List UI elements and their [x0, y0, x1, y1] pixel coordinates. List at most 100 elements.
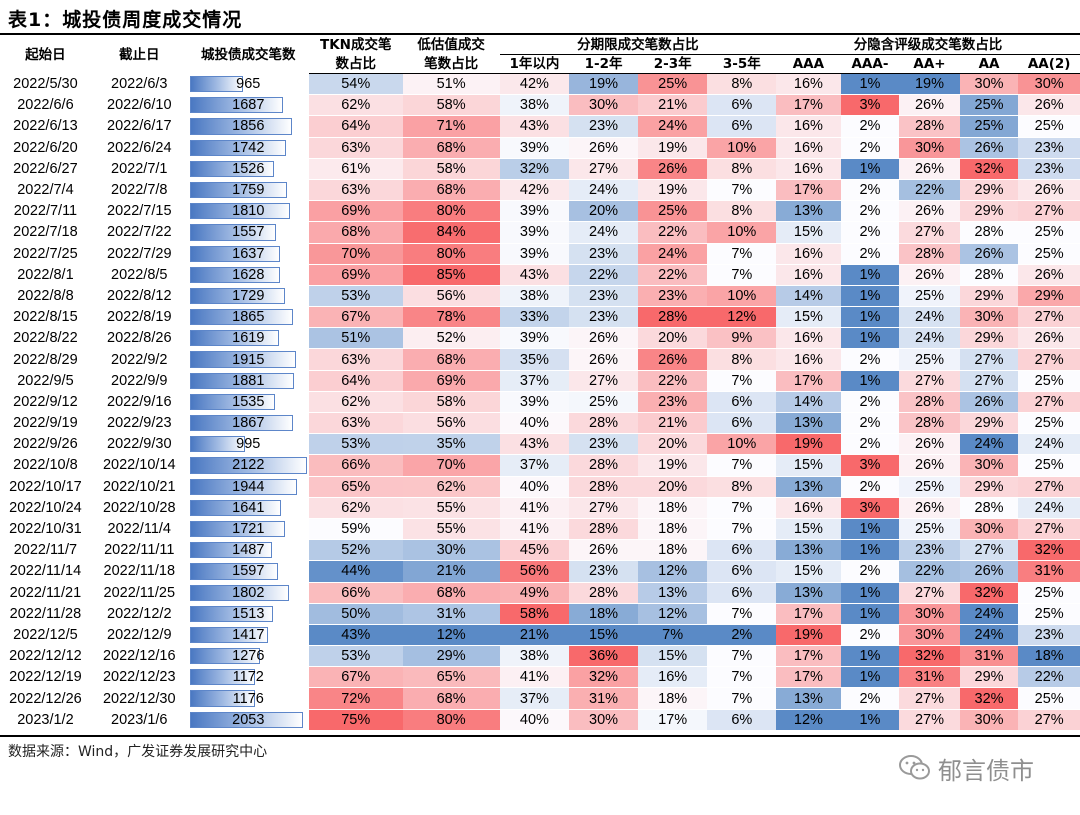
- trade-count-cell: 1944: [187, 476, 309, 498]
- trade-count-cell: 2122: [187, 454, 309, 477]
- rating-aaa-minus-cell: 2%: [840, 137, 900, 159]
- term-1-2y-cell: 28%: [569, 454, 638, 477]
- rating-aaa-minus-cell: 3%: [840, 94, 900, 117]
- term-1-2y-cell: 36%: [569, 645, 638, 668]
- term-3-5y-cell: 7%: [707, 666, 777, 689]
- start-date-cell: 2022/9/12: [0, 391, 91, 414]
- table-row: 2022/12/12 2022/12/16 1276 53% 29% 38% 36% 15% 7…: [0, 645, 1080, 668]
- lowval-share-cell: 85%: [402, 264, 500, 286]
- rating-aaa-cell: 15%: [776, 306, 841, 329]
- rating-aa-plus-cell: 30%: [899, 137, 960, 159]
- term-1y-cell: 43%: [499, 264, 570, 286]
- term-3-5y-cell: 6%: [707, 709, 777, 731]
- wechat-icon: [898, 754, 932, 782]
- lowval-share-cell: 80%: [402, 200, 500, 223]
- start-date-cell: 2022/7/11: [0, 200, 91, 223]
- term-1-2y-cell: 30%: [569, 709, 638, 731]
- lowval-share-cell: 35%: [402, 433, 500, 456]
- table-row: 2022/9/19 2022/9/23 1867 63% 56% 40% 28% 21% 6% 1…: [0, 412, 1080, 435]
- term-1y-cell: 45%: [499, 539, 570, 562]
- term-2-3y-cell: 16%: [637, 666, 708, 689]
- rating-aaa-minus-cell: 3%: [840, 454, 900, 477]
- end-date-cell: 2022/10/21: [90, 476, 188, 498]
- rating-aaa-minus-cell: 2%: [840, 243, 900, 265]
- rating-aa-plus-cell: 26%: [899, 433, 960, 456]
- trade-count-value: 1802: [232, 584, 265, 601]
- rating-aa-cell: 29%: [959, 666, 1019, 689]
- tkn-share-cell: 63%: [308, 412, 403, 435]
- rating-aa2-cell: 25%: [1018, 221, 1080, 244]
- trade-count-value: 1597: [232, 563, 265, 580]
- lowval-share-cell: 56%: [402, 412, 500, 435]
- term-1y-cell: 41%: [499, 518, 570, 541]
- term-1y-cell: 58%: [499, 603, 570, 625]
- table-row: 2022/7/4 2022/7/8 1759 63% 68% 42% 24% 19% 7% 17%…: [0, 179, 1080, 202]
- rating-aaa-minus-cell: 1%: [840, 370, 900, 392]
- term-1-2y-cell: 27%: [569, 370, 638, 392]
- trade-count-cell: 1802: [187, 582, 309, 604]
- start-date-cell: 2022/9/19: [0, 412, 91, 435]
- term-2-3y-cell: 19%: [637, 137, 708, 159]
- end-date-cell: 2022/12/23: [90, 666, 188, 689]
- rating-aa-cell: 27%: [959, 348, 1019, 371]
- tkn-share-cell: 44%: [308, 560, 403, 583]
- term-1y-cell: 40%: [499, 709, 570, 731]
- trade-count-cell: 1513: [187, 603, 309, 625]
- tkn-share-cell: 64%: [308, 370, 403, 392]
- rating-aa-cell: 29%: [959, 200, 1019, 223]
- trade-count-cell: 1810: [187, 200, 309, 223]
- lowval-share-cell: 71%: [402, 115, 500, 138]
- term-1-2y-cell: 27%: [569, 497, 638, 519]
- tkn-share-cell: 53%: [308, 285, 403, 308]
- tkn-share-cell: 59%: [308, 518, 403, 541]
- term-2-3y-cell: 23%: [637, 285, 708, 308]
- trade-count-bar: [189, 266, 280, 283]
- tkn-share-cell: 69%: [308, 264, 403, 286]
- trade-count-bar: [189, 542, 273, 559]
- end-date-cell: 2022/12/2: [90, 603, 188, 625]
- table-row: 2022/7/11 2022/7/15 1810 69% 80% 39% 20% 25% 8% 1…: [0, 200, 1080, 223]
- tkn-share-cell: 67%: [308, 666, 403, 689]
- rating-aa-plus-cell: 26%: [899, 200, 960, 223]
- rating-aa-plus-cell: 26%: [899, 158, 960, 180]
- table-row: 2022/11/28 2022/12/2 1513 50% 31% 58% 18% 12% 7%…: [0, 603, 1080, 625]
- header-term-1y: 1年以内: [499, 54, 570, 74]
- rating-aa-plus-cell: 30%: [899, 603, 960, 625]
- trade-count-cell: 1742: [187, 137, 309, 159]
- tkn-share-cell: 67%: [308, 306, 403, 329]
- trade-count-cell: 1915: [187, 348, 309, 371]
- rating-aa2-cell: 25%: [1018, 582, 1080, 604]
- trade-count-cell: 995: [187, 433, 309, 456]
- term-2-3y-cell: 21%: [637, 94, 708, 117]
- term-1y-cell: 35%: [499, 348, 570, 371]
- term-1y-cell: 56%: [499, 560, 570, 583]
- term-1-2y-cell: 24%: [569, 179, 638, 202]
- rating-aaa-cell: 17%: [776, 370, 841, 392]
- term-3-5y-cell: 10%: [707, 285, 777, 308]
- term-1-2y-cell: 23%: [569, 306, 638, 329]
- trade-count-bar: [189, 372, 294, 389]
- tkn-share-cell: 66%: [308, 582, 403, 604]
- rating-aaa-cell: 17%: [776, 645, 841, 668]
- term-1y-cell: 38%: [499, 285, 570, 308]
- rating-aaa-cell: 15%: [776, 518, 841, 541]
- term-1-2y-cell: 28%: [569, 582, 638, 604]
- rating-aa-cell: 29%: [959, 179, 1019, 202]
- tkn-share-cell: 62%: [308, 497, 403, 519]
- table-row: 2022/8/1 2022/8/5 1628 69% 85% 43% 22% 22% 7% 16%…: [0, 264, 1080, 286]
- lowval-share-cell: 68%: [402, 348, 500, 371]
- trade-count-value: 1742: [232, 139, 265, 156]
- trade-count-cell: 1619: [187, 327, 309, 350]
- lowval-share-cell: 55%: [402, 497, 500, 519]
- table-row: 2022/9/5 2022/9/9 1881 64% 69% 37% 27% 22% 7% 17%…: [0, 370, 1080, 392]
- lowval-share-cell: 80%: [402, 709, 500, 731]
- rating-aa-plus-cell: 26%: [899, 497, 960, 519]
- term-1-2y-cell: 26%: [569, 348, 638, 371]
- tkn-share-cell: 62%: [308, 391, 403, 414]
- lowval-share-cell: 62%: [402, 476, 500, 498]
- rating-aaa-minus-cell: 2%: [840, 433, 900, 456]
- trade-count-value: 1535: [232, 393, 265, 410]
- trade-count-value: 1557: [232, 224, 265, 241]
- term-2-3y-cell: 25%: [637, 200, 708, 223]
- trade-count-bar: [189, 626, 269, 644]
